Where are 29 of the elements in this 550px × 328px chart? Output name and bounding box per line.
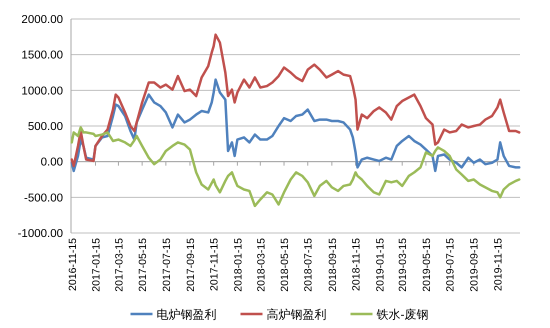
x-tick-label: 2017-05-15 <box>137 238 150 292</box>
x-tick-label: 2019-01-15 <box>374 238 386 292</box>
legend-label: 电炉钢盈利 <box>156 308 216 322</box>
legend-label: 高炉钢盈利 <box>266 308 326 322</box>
x-tick-label: 2017-07-15 <box>160 238 173 292</box>
y-tick-label: 1500.00 <box>21 50 63 62</box>
y-tick-label: -500.00 <box>24 192 63 204</box>
x-tick-label: 2019-09-15 <box>468 238 481 292</box>
y-tick-label: 500.00 <box>28 121 63 133</box>
x-tick-label: 2018-11-15 <box>350 238 363 291</box>
x-tick-label: 2017-01-15 <box>90 238 102 292</box>
x-tick-label: 2018-03-15 <box>255 238 268 292</box>
x-tick-label: 2017-11-15 <box>208 238 221 291</box>
y-tick-label: -1000.00 <box>18 228 63 240</box>
y-tick-label: 2000.00 <box>21 14 63 26</box>
x-tick-label: 2019-03-15 <box>397 238 410 292</box>
x-tick-label: 2018-09-15 <box>326 238 339 292</box>
x-tick-label: 2017-09-15 <box>184 238 197 292</box>
x-tick-label: 2018-07-15 <box>302 238 315 292</box>
y-tick-label: 1000.00 <box>21 85 63 98</box>
x-tick-label: 2019-07-15 <box>444 238 457 292</box>
x-tick-label: 2017-03-15 <box>113 238 126 292</box>
x-tick-label: 2016-11-15 <box>66 238 79 291</box>
x-tick-label: 2018-01-15 <box>232 238 244 292</box>
y-tick-label: 0.00 <box>40 156 63 169</box>
x-tick-label: 2019-11-15 <box>492 238 504 291</box>
x-tick-label: 2018-05-15 <box>279 238 292 292</box>
legend-label: 铁水-废钢 <box>376 308 428 322</box>
x-tick-label: 2019-05-15 <box>420 238 433 292</box>
